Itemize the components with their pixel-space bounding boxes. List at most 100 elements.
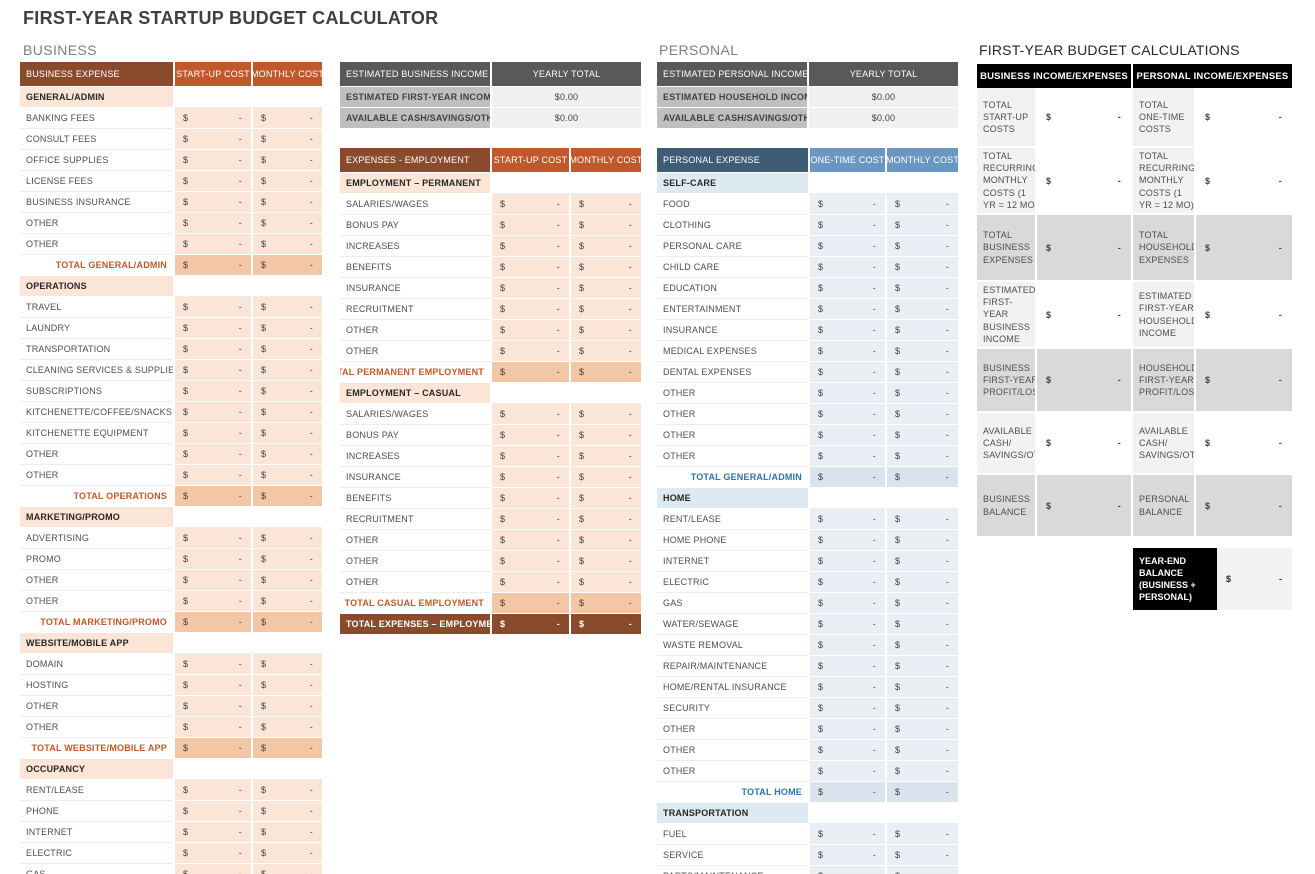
startup-cost-cell[interactable]: $-	[173, 423, 251, 444]
startup-cost-cell[interactable]: $-	[808, 572, 885, 593]
monthly-cost-cell[interactable]: $-	[569, 215, 641, 236]
startup-cost-cell[interactable]: $-	[490, 341, 569, 362]
startup-total-cell[interactable]: $ -	[173, 612, 251, 633]
startup-grand-total-cell[interactable]: $ -	[490, 614, 569, 635]
startup-cost-cell[interactable]: $-	[173, 150, 251, 171]
startup-cost-cell[interactable]: $-	[490, 404, 569, 425]
calc-value-cell[interactable]: $ -	[1035, 413, 1131, 473]
monthly-cost-cell[interactable]: $-	[251, 843, 322, 864]
monthly-cost-cell[interactable]: $-	[569, 467, 641, 488]
startup-cost-cell[interactable]: $-	[173, 234, 251, 255]
monthly-cost-cell[interactable]: $-	[251, 780, 322, 801]
monthly-cost-cell[interactable]: $-	[569, 572, 641, 593]
startup-cost-cell[interactable]: $-	[173, 696, 251, 717]
startup-cost-cell[interactable]: $-	[808, 866, 885, 874]
monthly-cost-cell[interactable]: $-	[569, 257, 641, 278]
startup-cost-cell[interactable]: $-	[808, 257, 885, 278]
startup-cost-cell[interactable]: $-	[808, 614, 885, 635]
startup-cost-cell[interactable]: $-	[173, 213, 251, 234]
startup-cost-cell[interactable]: $-	[490, 425, 569, 446]
calc-value-cell[interactable]: $ -	[1035, 349, 1131, 411]
calc-value-cell[interactable]: $ -	[1035, 148, 1131, 213]
yearly-total-cell[interactable]: $0.00	[807, 87, 958, 108]
startup-cost-cell[interactable]: $-	[490, 572, 569, 593]
startup-cost-cell[interactable]: $-	[173, 801, 251, 822]
monthly-cost-cell[interactable]: $-	[251, 591, 322, 612]
monthly-cost-cell[interactable]: $-	[885, 698, 958, 719]
startup-cost-cell[interactable]: $-	[808, 236, 885, 257]
monthly-total-cell[interactable]: $ -	[885, 782, 958, 803]
monthly-cost-cell[interactable]: $-	[885, 845, 958, 866]
monthly-cost-cell[interactable]: $-	[885, 257, 958, 278]
yearly-total-cell[interactable]: $0.00	[807, 108, 958, 129]
startup-cost-cell[interactable]: $-	[173, 780, 251, 801]
monthly-cost-cell[interactable]: $-	[251, 528, 322, 549]
calc-value-cell[interactable]: $ -	[1035, 282, 1131, 347]
startup-cost-cell[interactable]: $-	[490, 257, 569, 278]
startup-cost-cell[interactable]: $-	[173, 528, 251, 549]
startup-cost-cell[interactable]: $-	[808, 215, 885, 236]
monthly-cost-cell[interactable]: $-	[569, 320, 641, 341]
startup-cost-cell[interactable]: $-	[173, 591, 251, 612]
monthly-cost-cell[interactable]: $-	[251, 192, 322, 213]
startup-cost-cell[interactable]: $-	[173, 675, 251, 696]
yearly-total-cell[interactable]: $0.00	[490, 108, 641, 129]
monthly-cost-cell[interactable]: $-	[885, 446, 958, 467]
monthly-cost-cell[interactable]: $-	[885, 824, 958, 845]
monthly-cost-cell[interactable]: $-	[885, 362, 958, 383]
monthly-total-cell[interactable]: $ -	[251, 612, 322, 633]
monthly-total-cell[interactable]: $ -	[885, 467, 958, 488]
calc-value-cell[interactable]: $ -	[1194, 215, 1292, 280]
monthly-cost-cell[interactable]: $-	[885, 215, 958, 236]
startup-cost-cell[interactable]: $-	[490, 194, 569, 215]
yearly-total-cell[interactable]: $0.00	[490, 87, 641, 108]
monthly-cost-cell[interactable]: $-	[251, 339, 322, 360]
startup-total-cell[interactable]: $ -	[173, 486, 251, 507]
monthly-cost-cell[interactable]: $-	[885, 761, 958, 782]
monthly-cost-cell[interactable]: $-	[885, 341, 958, 362]
monthly-cost-cell[interactable]: $-	[251, 129, 322, 150]
calc-value-cell[interactable]: $ -	[1194, 413, 1292, 473]
startup-cost-cell[interactable]: $-	[490, 299, 569, 320]
startup-cost-cell[interactable]: $-	[808, 824, 885, 845]
monthly-cost-cell[interactable]: $-	[569, 278, 641, 299]
monthly-cost-cell[interactable]: $-	[251, 696, 322, 717]
calc-value-cell[interactable]: $ -	[1035, 215, 1131, 280]
monthly-cost-cell[interactable]: $-	[251, 171, 322, 192]
startup-total-cell[interactable]: $ -	[490, 593, 569, 614]
monthly-cost-cell[interactable]: $-	[885, 236, 958, 257]
monthly-cost-cell[interactable]: $-	[569, 551, 641, 572]
startup-cost-cell[interactable]: $-	[173, 339, 251, 360]
monthly-cost-cell[interactable]: $-	[885, 866, 958, 874]
monthly-cost-cell[interactable]: $-	[251, 822, 322, 843]
monthly-cost-cell[interactable]: $-	[251, 801, 322, 822]
startup-cost-cell[interactable]: $-	[808, 362, 885, 383]
startup-cost-cell[interactable]: $-	[808, 740, 885, 761]
monthly-cost-cell[interactable]: $-	[251, 717, 322, 738]
startup-cost-cell[interactable]: $-	[490, 446, 569, 467]
startup-cost-cell[interactable]: $-	[808, 719, 885, 740]
startup-total-cell[interactable]: $ -	[808, 467, 885, 488]
monthly-cost-cell[interactable]: $-	[569, 488, 641, 509]
monthly-cost-cell[interactable]: $-	[885, 299, 958, 320]
calc-value-cell[interactable]: $ -	[1194, 475, 1292, 536]
monthly-total-cell[interactable]: $ -	[251, 255, 322, 276]
startup-cost-cell[interactable]: $-	[173, 360, 251, 381]
monthly-total-cell[interactable]: $ -	[569, 362, 641, 383]
monthly-cost-cell[interactable]: $-	[885, 593, 958, 614]
monthly-cost-cell[interactable]: $-	[569, 530, 641, 551]
calc-value-cell[interactable]: $ -	[1194, 349, 1292, 411]
startup-cost-cell[interactable]: $-	[808, 404, 885, 425]
monthly-cost-cell[interactable]: $-	[251, 549, 322, 570]
startup-cost-cell[interactable]: $-	[173, 318, 251, 339]
monthly-cost-cell[interactable]: $-	[885, 278, 958, 299]
monthly-cost-cell[interactable]: $-	[251, 108, 322, 129]
startup-cost-cell[interactable]: $-	[173, 654, 251, 675]
monthly-cost-cell[interactable]: $-	[569, 509, 641, 530]
monthly-cost-cell[interactable]: $-	[569, 341, 641, 362]
startup-total-cell[interactable]: $ -	[173, 738, 251, 759]
startup-cost-cell[interactable]: $-	[173, 297, 251, 318]
monthly-cost-cell[interactable]: $-	[569, 425, 641, 446]
monthly-cost-cell[interactable]: $-	[251, 234, 322, 255]
startup-cost-cell[interactable]: $-	[808, 299, 885, 320]
